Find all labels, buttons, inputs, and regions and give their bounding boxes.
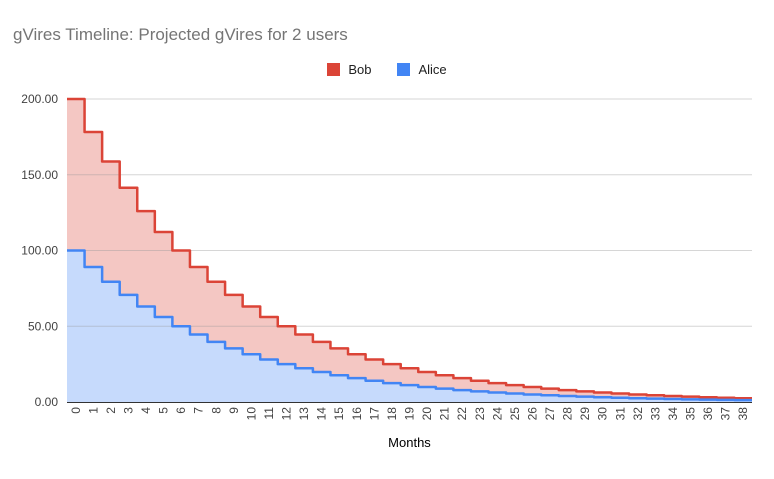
x-tick-label: 38	[736, 407, 750, 421]
x-tick-label: 16	[350, 407, 364, 421]
x-tick-label: 32	[631, 407, 645, 421]
x-tick-label: 33	[648, 407, 662, 421]
x-tick-label: 6	[174, 407, 188, 414]
x-tick-label: 31	[613, 407, 627, 421]
x-tick-label: 18	[385, 407, 399, 421]
x-tick-label: 37	[719, 407, 733, 421]
x-tick-label: 1	[86, 407, 100, 414]
legend: Bob Alice	[0, 61, 774, 77]
x-tick-label: 0	[69, 407, 83, 414]
x-tick-label: 27	[543, 407, 557, 421]
x-tick-label: 2	[104, 407, 118, 414]
legend-item-bob: Bob	[327, 62, 371, 77]
x-tick-label: 20	[420, 407, 434, 421]
x-tick-label: 8	[209, 407, 223, 414]
x-tick-label: 30	[596, 407, 610, 421]
x-tick-label: 9	[227, 407, 241, 414]
x-tick-label: 36	[701, 407, 715, 421]
y-tick-label: 200.00	[21, 92, 58, 106]
alice-line	[67, 249, 752, 402]
y-tick-label: 0.00	[35, 395, 59, 409]
y-tick-label: 50.00	[28, 319, 58, 333]
x-tick-label: 35	[684, 407, 698, 421]
legend-swatch-bob-icon	[327, 62, 341, 76]
x-tick-label: 13	[297, 407, 311, 421]
y-tick-label: 150.00	[21, 168, 58, 182]
x-tick-label: 7	[192, 407, 206, 414]
x-tick-label: 3	[121, 407, 135, 414]
legend-item-alice: Alice	[397, 61, 447, 77]
x-tick-label: 25	[508, 407, 522, 421]
x-tick-label: 21	[438, 407, 452, 421]
x-tick-label: 14	[315, 407, 329, 421]
x-tick-label: 34	[666, 407, 680, 421]
x-tick-label: 10	[244, 407, 258, 421]
x-tick-label: 22	[455, 407, 469, 421]
x-axis-title: Months	[388, 435, 431, 450]
x-tick-label: 24	[490, 407, 504, 421]
legend-label-bob: Bob	[348, 61, 372, 77]
x-tick-label: 12	[280, 407, 294, 421]
x-tick-label: 4	[139, 407, 153, 414]
x-tick-label: 19	[403, 407, 417, 421]
x-tick-label: 5	[157, 407, 171, 414]
x-tick-label: 11	[262, 407, 276, 420]
bob-area	[67, 99, 752, 402]
alice-area	[67, 250, 752, 402]
bob-line	[67, 97, 752, 400]
y-tick-label: 100.00	[21, 244, 58, 258]
x-tick-label: 23	[473, 407, 487, 421]
x-tick-label: 28	[561, 407, 575, 421]
chart-title: gVires Timeline: Projected gVires for 2 …	[13, 25, 348, 44]
legend-swatch-alice-icon	[397, 62, 411, 76]
legend-label-alice: Alice	[418, 61, 447, 77]
x-tick-label: 26	[525, 407, 539, 421]
x-tick-label: 29	[578, 407, 592, 421]
x-tick-label: 17	[367, 407, 381, 421]
x-tick-label: 15	[332, 407, 346, 421]
